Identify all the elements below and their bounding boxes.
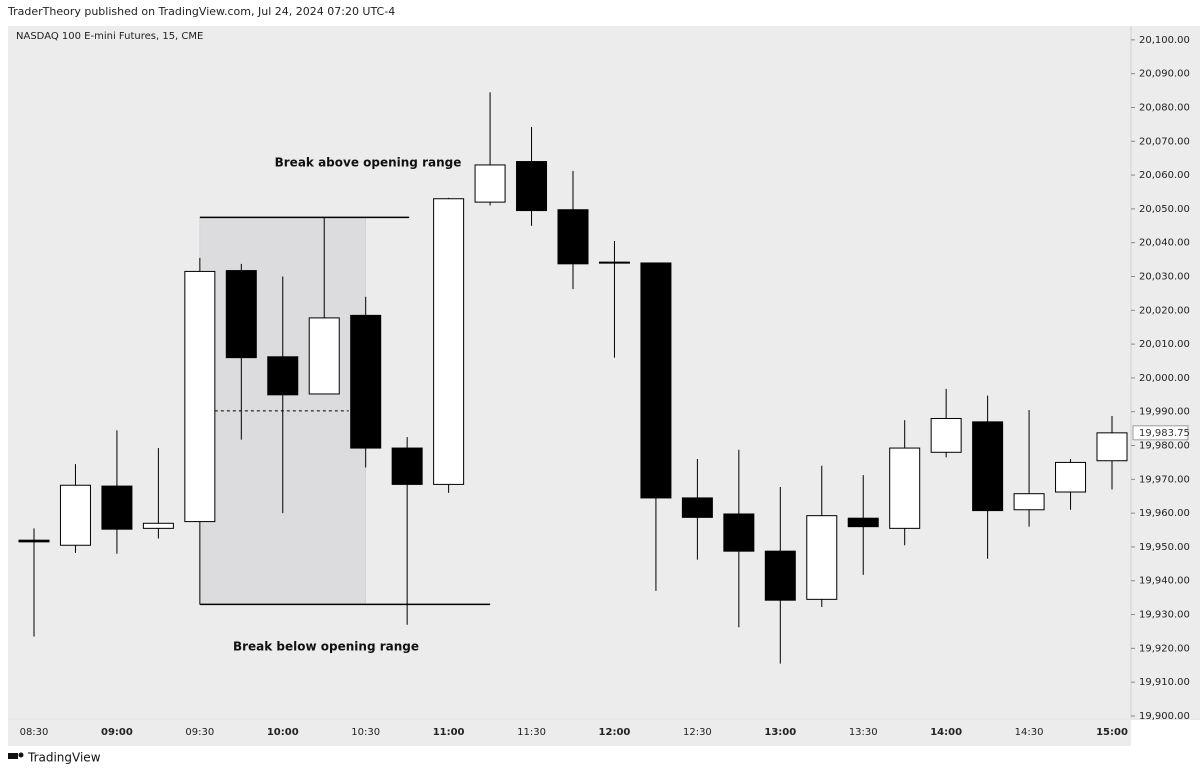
y-tick-label: 20,070.00 bbox=[1139, 136, 1190, 147]
price-axis bbox=[1131, 26, 1200, 718]
x-tick-label: 08:30 bbox=[20, 727, 49, 738]
y-tick-label: 19,990.00 bbox=[1139, 407, 1190, 418]
y-tick-label: 19,960.00 bbox=[1139, 508, 1190, 519]
logo-mark bbox=[18, 752, 24, 758]
candle-body bbox=[350, 314, 382, 449]
candle-body bbox=[225, 270, 257, 359]
publish-info: TraderTheory published on TradingView.co… bbox=[7, 5, 395, 18]
x-tick-label: 10:00 bbox=[267, 727, 299, 738]
x-tick-label: 14:30 bbox=[1015, 727, 1044, 738]
candle-body bbox=[1055, 461, 1087, 493]
candle-body bbox=[930, 417, 962, 453]
x-tick-label: 12:30 bbox=[683, 727, 712, 738]
candle-body bbox=[640, 262, 672, 499]
y-tick-label: 20,080.00 bbox=[1139, 102, 1190, 113]
symbol-title: NASDAQ 100 E-mini Futures, 15, CME bbox=[16, 31, 203, 42]
x-tick-label: 12:00 bbox=[599, 727, 631, 738]
x-tick-label: 14:00 bbox=[930, 727, 962, 738]
y-tick-label: 20,040.00 bbox=[1139, 238, 1190, 249]
candle-body bbox=[184, 270, 216, 523]
candle-body bbox=[474, 164, 506, 203]
plot-area bbox=[8, 26, 1131, 718]
candle-body bbox=[18, 539, 50, 543]
y-tick-label: 19,910.00 bbox=[1139, 677, 1190, 688]
candle-body bbox=[1013, 493, 1045, 511]
x-tick-label: 09:00 bbox=[101, 727, 133, 738]
y-tick-label: 20,060.00 bbox=[1139, 170, 1190, 181]
candle-body bbox=[433, 198, 465, 485]
last-price-tag bbox=[1132, 425, 1189, 441]
candle-body bbox=[847, 517, 879, 528]
candle-body bbox=[889, 447, 921, 529]
x-tick-label: 13:30 bbox=[849, 727, 878, 738]
candle-body bbox=[308, 317, 340, 395]
candle-body bbox=[59, 484, 91, 546]
x-tick-label: 11:00 bbox=[433, 727, 465, 738]
candle-body bbox=[598, 261, 630, 264]
logo-mark bbox=[8, 753, 18, 759]
time-axis bbox=[8, 720, 1131, 746]
annotation: Break below opening range bbox=[233, 640, 419, 654]
candle-body bbox=[557, 209, 589, 265]
candle-body bbox=[267, 356, 299, 396]
y-tick-label: 19,950.00 bbox=[1139, 542, 1190, 553]
y-tick-label: 20,000.00 bbox=[1139, 373, 1190, 384]
x-tick-label: 10:30 bbox=[351, 727, 380, 738]
candle-body bbox=[1096, 432, 1128, 462]
candle-body bbox=[391, 447, 423, 485]
tradingview-logo[interactable]: TradingView bbox=[8, 751, 101, 765]
y-tick-label: 19,930.00 bbox=[1139, 610, 1190, 621]
last-price-label: 19,983.75 bbox=[1139, 428, 1190, 439]
annotation: Break above opening range bbox=[275, 156, 462, 170]
x-tick-label: 09:30 bbox=[185, 727, 214, 738]
candle-body bbox=[972, 421, 1004, 512]
y-tick-label: 20,030.00 bbox=[1139, 271, 1190, 282]
candle-body bbox=[723, 513, 755, 552]
logo-text: TradingView bbox=[27, 751, 101, 765]
y-tick-label: 20,050.00 bbox=[1139, 204, 1190, 215]
x-tick-label: 15:00 bbox=[1096, 727, 1128, 738]
candle-body bbox=[681, 497, 713, 518]
y-tick-label: 20,100.00 bbox=[1139, 35, 1190, 46]
y-tick-label: 20,020.00 bbox=[1139, 305, 1190, 316]
y-tick-label: 19,900.00 bbox=[1139, 711, 1190, 722]
x-tick-label: 13:00 bbox=[764, 727, 796, 738]
y-tick-label: 20,010.00 bbox=[1139, 339, 1190, 350]
candle-body bbox=[764, 550, 796, 601]
candle-body bbox=[516, 161, 548, 212]
y-tick-label: 19,920.00 bbox=[1139, 643, 1190, 654]
candle-body bbox=[806, 515, 838, 600]
y-tick-label: 20,090.00 bbox=[1139, 69, 1190, 80]
y-tick-label: 19,940.00 bbox=[1139, 576, 1190, 587]
candle-body bbox=[101, 485, 133, 530]
x-tick-label: 11:30 bbox=[517, 727, 546, 738]
y-tick-label: 19,980.00 bbox=[1139, 441, 1190, 452]
y-tick-label: 19,970.00 bbox=[1139, 474, 1190, 485]
candle-body bbox=[142, 522, 174, 529]
